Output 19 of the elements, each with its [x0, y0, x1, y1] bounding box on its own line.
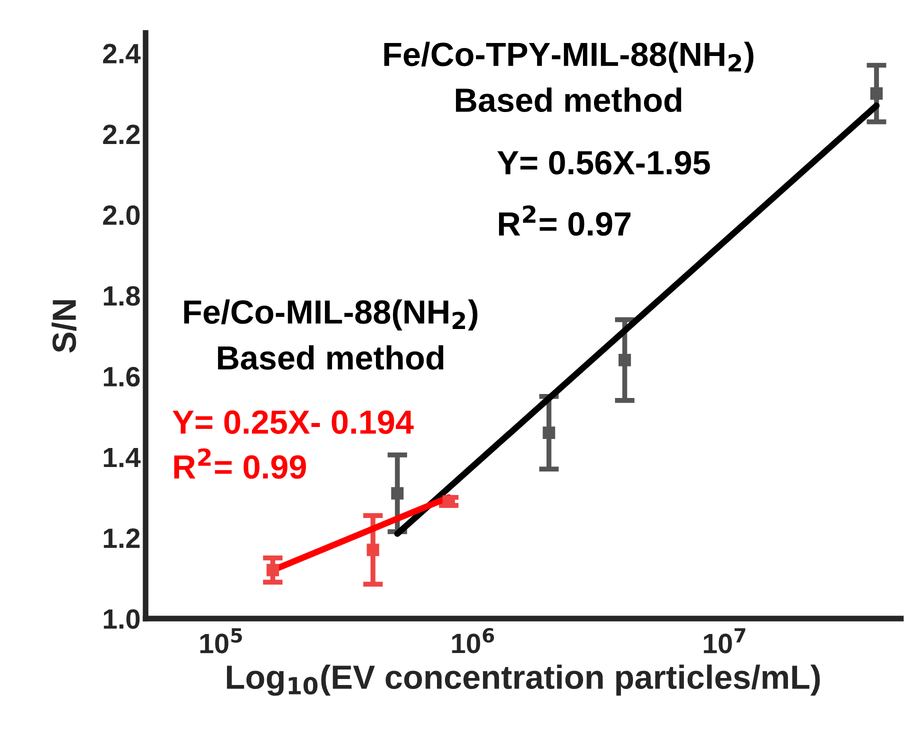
y-tick-label: 2.0: [103, 205, 140, 226]
annotation: R$^{2}$= 0.97: [499, 205, 630, 236]
y-tick-label: 1.8: [104, 286, 140, 306]
y-tick-label: 2.2: [103, 124, 140, 144]
y-axis-title: S/N: [52, 300, 76, 353]
y-tick-label: 1.6: [104, 366, 140, 387]
annotation: Y= 0.56X-1.95: [497, 150, 710, 175]
x-tick-label: 10$^{6}$: [452, 628, 494, 654]
y-tick-label: 1.2: [104, 528, 140, 548]
y-tick-label: 1.0: [104, 609, 140, 629]
x-tick-label: 10$^{5}$: [200, 628, 242, 654]
annotation: Fe/Co-MIL-88(NH$_{2}$) Based method: [184, 299, 478, 370]
annotation: R$^{2}$= 0.99: [174, 448, 306, 479]
y-tick-label: 1.4: [104, 448, 141, 468]
y-tick-label: 2.4: [103, 44, 141, 64]
x-tick-label: 10$^{7}$: [704, 628, 746, 654]
annotation: Y= 0.25X- 0.194: [172, 410, 414, 434]
x-axis-title: Log$_{10}$(EV concentration particles/mL): [226, 664, 820, 696]
text: Fe/Co-TPY-MIL-88(NH$_{2}$) Based method: [384, 42, 754, 112]
